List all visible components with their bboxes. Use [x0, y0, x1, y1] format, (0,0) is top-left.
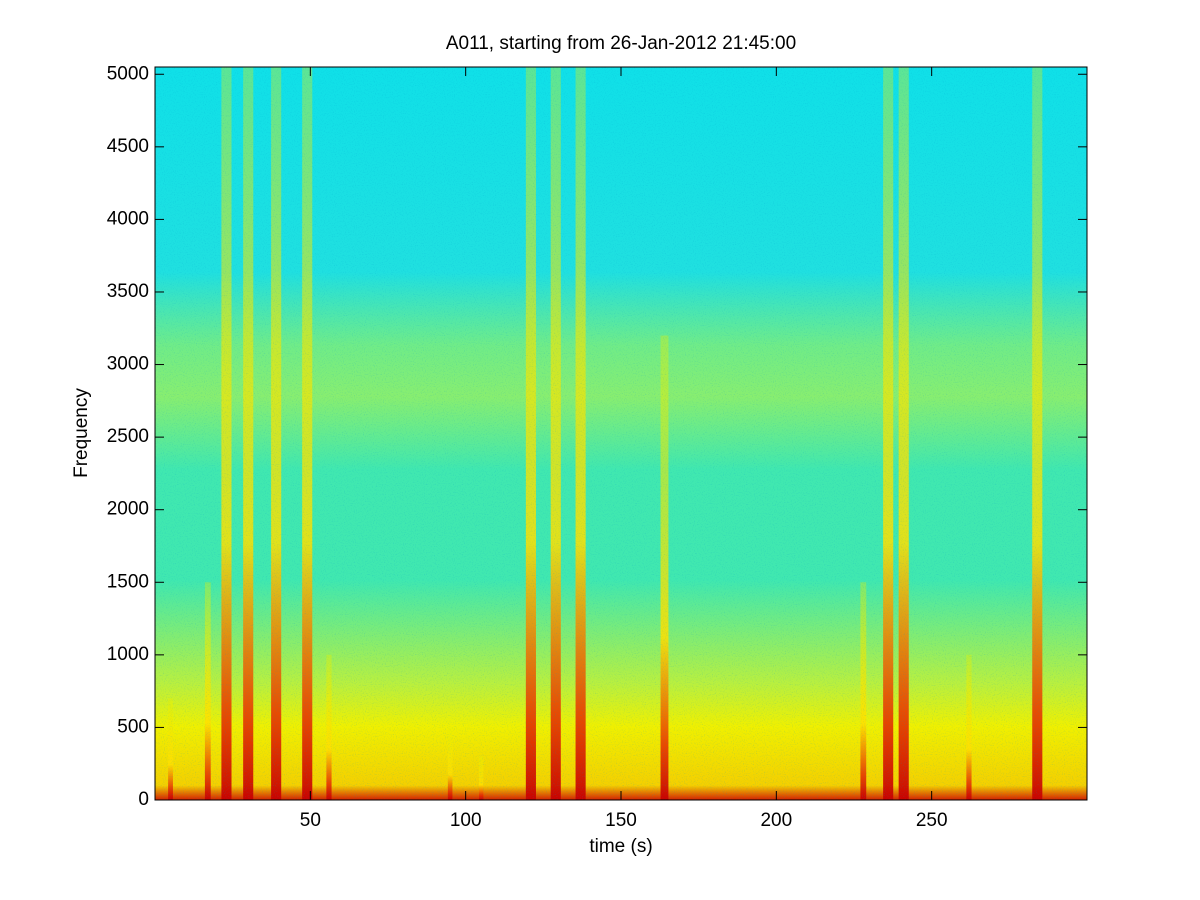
- x-tick-label: 50: [300, 810, 321, 831]
- x-tick-label: 200: [760, 810, 792, 831]
- noise-texture: [155, 67, 1087, 800]
- y-tick-label: 5000: [107, 63, 149, 84]
- y-tick-label: 500: [117, 716, 149, 737]
- y-tick-label: 1500: [107, 571, 149, 592]
- x-tick-label: 150: [605, 810, 637, 831]
- y-tick-label: 3000: [107, 354, 149, 375]
- x-tick-label: 250: [916, 810, 948, 831]
- y-tick-label: 4500: [107, 136, 149, 157]
- x-tick-label: 100: [450, 810, 482, 831]
- y-tick-label: 0: [138, 789, 149, 810]
- chart-title: A011, starting from 26-Jan-2012 21:45:00: [446, 33, 796, 54]
- y-tick-label: 2500: [107, 426, 149, 447]
- y-tick-label: 4000: [107, 208, 149, 229]
- y-tick-label: 2000: [107, 499, 149, 520]
- y-axis-label: Frequency: [71, 388, 92, 478]
- y-tick-label: 3500: [107, 281, 149, 302]
- x-axis-label: time (s): [589, 836, 652, 857]
- y-tick-label: 1000: [107, 644, 149, 665]
